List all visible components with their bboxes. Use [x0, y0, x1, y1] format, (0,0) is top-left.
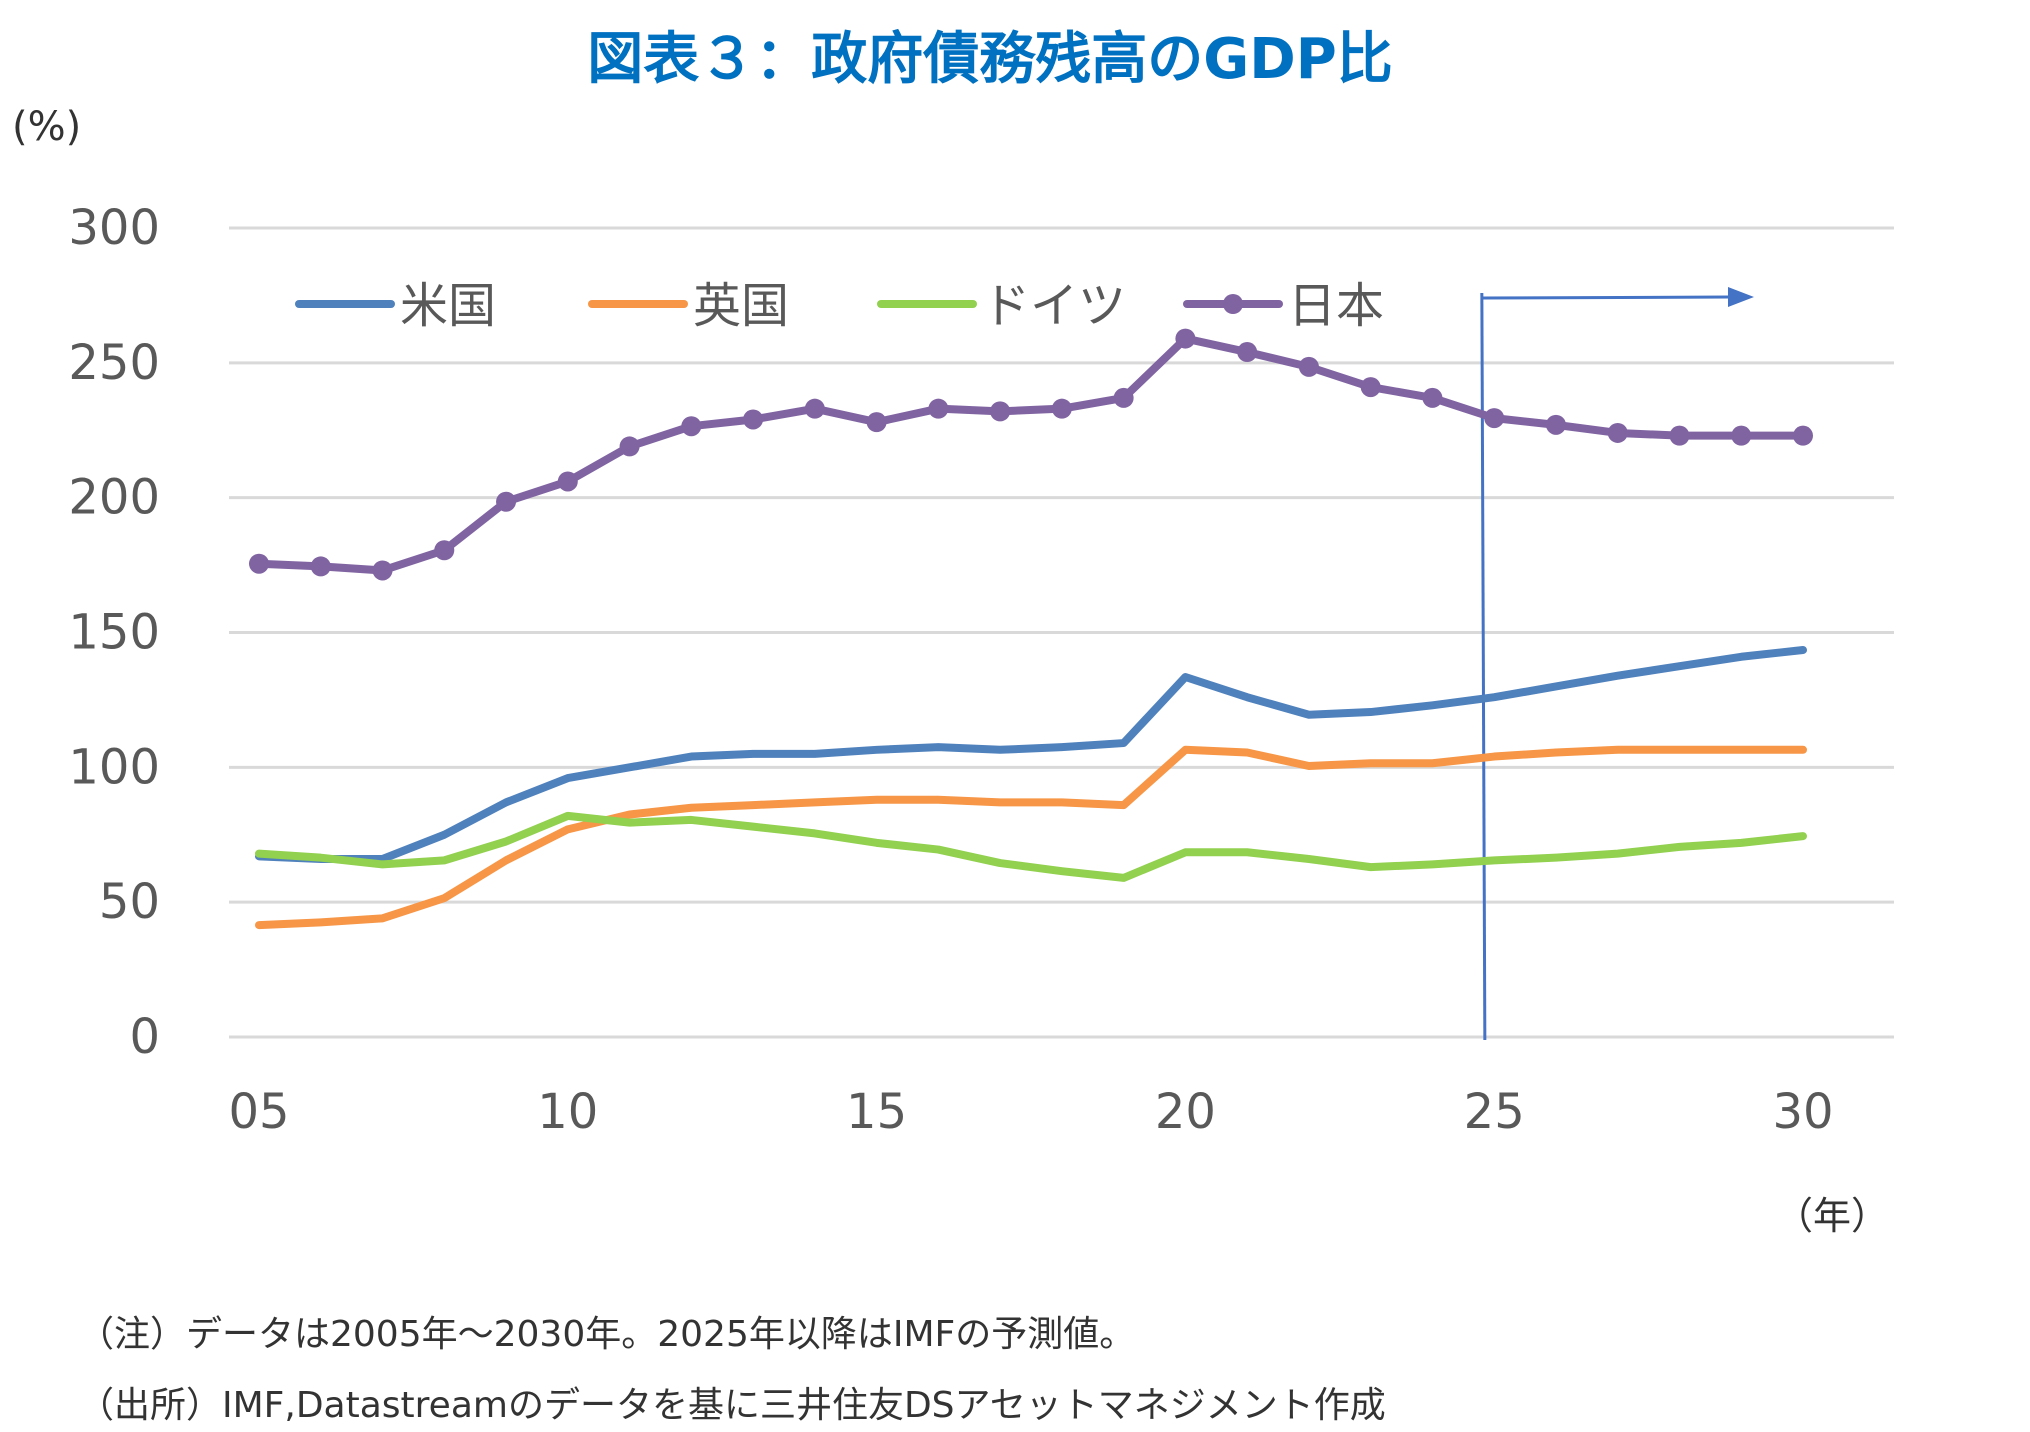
x-tick-label: 20	[1155, 1084, 1216, 1140]
data-point	[1360, 377, 1381, 398]
data-point	[1607, 422, 1628, 443]
data-point	[557, 471, 578, 492]
series-0	[255, 646, 1807, 864]
data-point	[434, 540, 455, 561]
data-point	[310, 556, 331, 577]
data-point	[1484, 408, 1505, 429]
data-point	[1051, 398, 1072, 419]
forecast-arrow-head	[1728, 287, 1754, 307]
x-axis-unit: （年）	[1775, 1194, 1890, 1238]
data-point	[1237, 342, 1258, 363]
source-text: （出所）IMF,Datastreamのデータを基に三井住友DSアセットマネジメン…	[78, 1385, 1386, 1426]
y-tick-label: 100	[68, 739, 160, 795]
legend-marker	[1223, 294, 1243, 314]
y-tick-label: 300	[68, 200, 160, 256]
x-tick-label: 15	[846, 1084, 907, 1140]
forecast-arrow-line	[1481, 295, 1731, 300]
legend-item: ドイツ	[877, 278, 1126, 334]
legend-item: 英国	[588, 278, 789, 334]
data-point	[928, 398, 949, 419]
legend-item: 米国	[295, 278, 496, 334]
legend-label: 米国	[400, 278, 496, 334]
forecast-divider-line	[1480, 292, 1487, 1041]
data-point	[990, 401, 1011, 422]
data-point	[1175, 328, 1196, 349]
data-point	[1669, 425, 1690, 446]
legend-label: 英国	[693, 278, 789, 334]
legend-label: 日本	[1288, 278, 1384, 334]
data-point	[866, 412, 887, 433]
y-tick-label: 150	[68, 605, 160, 661]
data-point	[619, 436, 640, 457]
y-tick-label: 200	[68, 470, 160, 526]
data-point	[1422, 387, 1443, 408]
data-point	[804, 398, 825, 419]
chart-title: 図表３：政府債務残高のGDP比	[587, 27, 1393, 92]
data-point	[1545, 414, 1566, 435]
series-1	[255, 745, 1807, 930]
x-tick-label: 30	[1772, 1084, 1833, 1140]
data-point	[681, 416, 702, 437]
data-point	[249, 553, 269, 574]
data-point	[1298, 356, 1319, 377]
data-point	[372, 560, 393, 581]
y-tick-label: 250	[68, 335, 160, 391]
y-tick-label: 0	[129, 1009, 160, 1065]
note-text: （注）データは2005年～2030年。2025年以降はIMFの予測値。	[78, 1314, 1136, 1355]
series-line	[255, 334, 1807, 575]
data-point	[1731, 425, 1752, 446]
series-2	[255, 811, 1807, 882]
data-point	[1793, 425, 1813, 446]
legend-label: ドイツ	[982, 278, 1126, 334]
series-line	[255, 811, 1807, 882]
legend-item: 日本	[1183, 278, 1384, 334]
series-line	[255, 745, 1807, 930]
x-tick-label: 10	[537, 1084, 598, 1140]
y-axis-unit: (%)	[12, 104, 82, 150]
x-tick-label: 05	[228, 1084, 289, 1140]
data-point	[496, 491, 517, 512]
series-line	[255, 646, 1807, 864]
y-tick-label: 50	[99, 874, 160, 930]
series-3	[249, 328, 1813, 581]
x-tick-label: 25	[1464, 1084, 1525, 1140]
data-point	[743, 409, 764, 430]
data-point	[1113, 387, 1134, 408]
